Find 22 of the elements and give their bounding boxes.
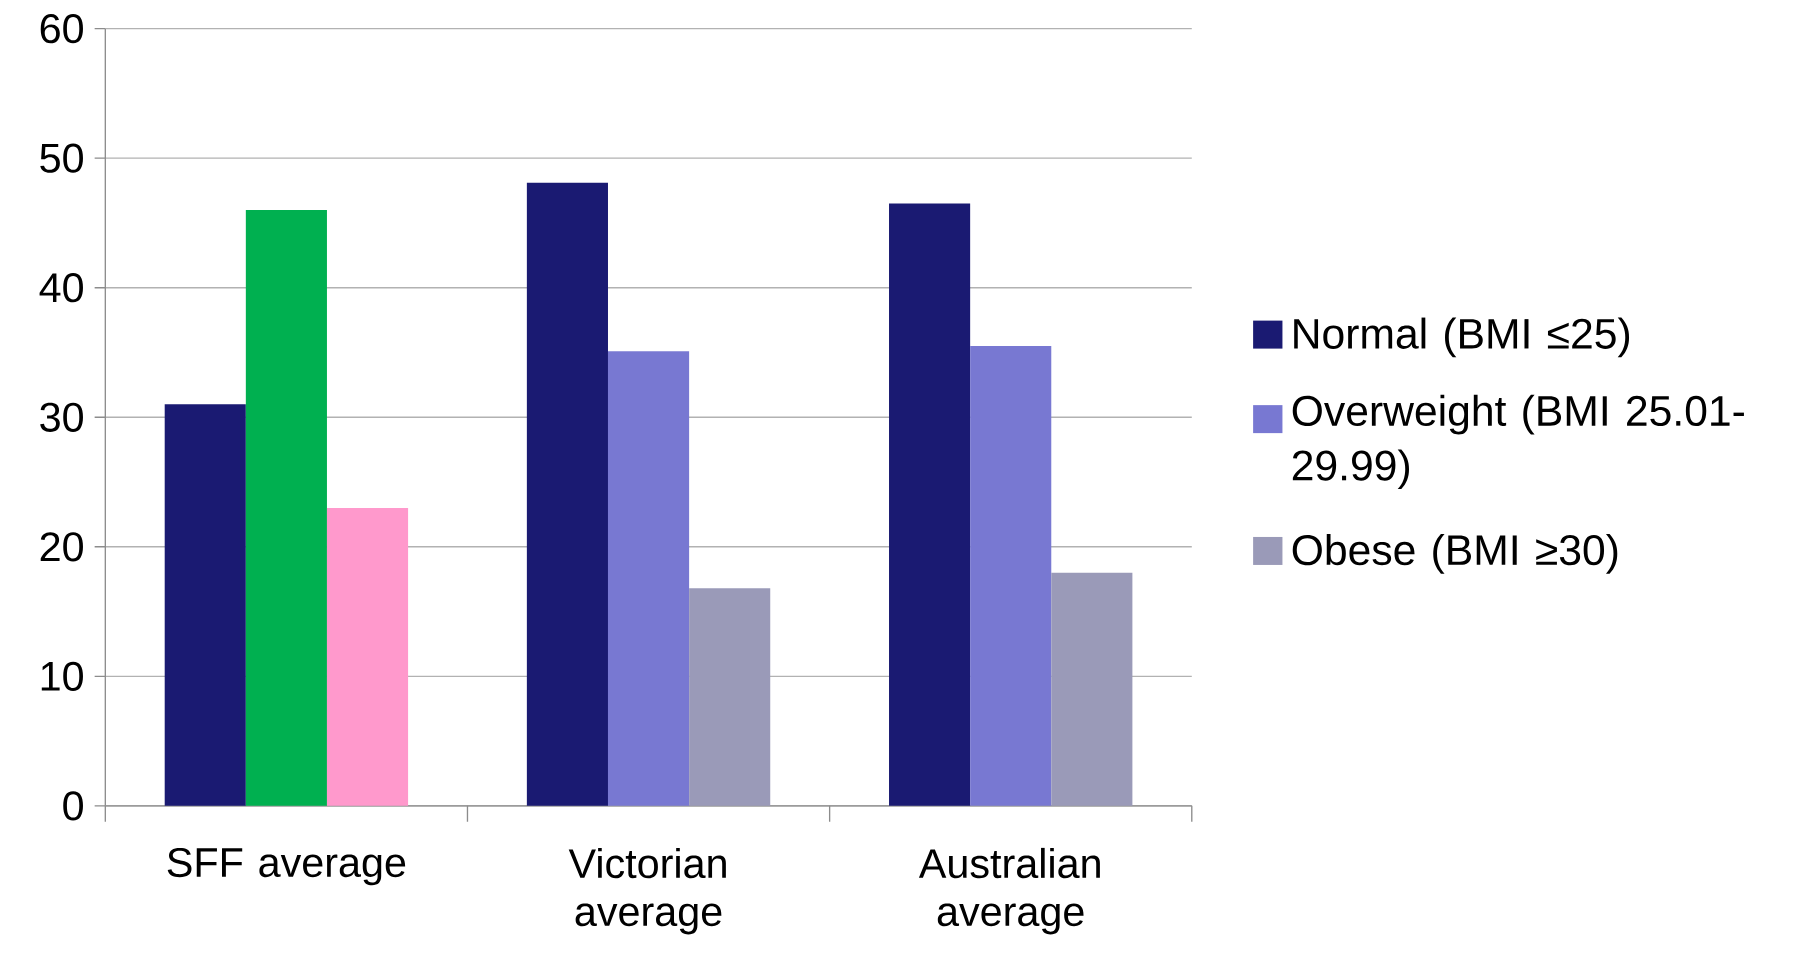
bar — [526, 182, 608, 806]
x-tick-label: Australian average — [918, 847, 1100, 935]
y-tick-label: 0 — [63, 791, 83, 821]
legend-label: Overweight (BMI 25.01-29.99) — [1292, 394, 1744, 490]
y-tick-label: 10 — [41, 661, 83, 692]
bar — [607, 351, 690, 806]
y-tick-label: 60 — [40, 14, 83, 44]
x-tick-label: Victorian average — [568, 847, 726, 935]
y-tick-label: 20 — [40, 532, 83, 562]
x-tick-label: SFF average — [167, 847, 406, 886]
bar — [1051, 572, 1133, 806]
bar — [689, 588, 771, 806]
bar — [245, 210, 327, 806]
bar — [164, 404, 246, 806]
bar — [970, 346, 1052, 806]
legend-label: Obese (BMI ≥30) — [1292, 533, 1618, 574]
y-tick-label: 40 — [39, 273, 83, 303]
y-tick-label: 50 — [40, 143, 83, 173]
legend-label: Normal (BMI ≤25) — [1294, 317, 1630, 358]
bar — [326, 508, 409, 806]
bar — [889, 203, 971, 806]
y-tick-label: 30 — [40, 402, 83, 432]
